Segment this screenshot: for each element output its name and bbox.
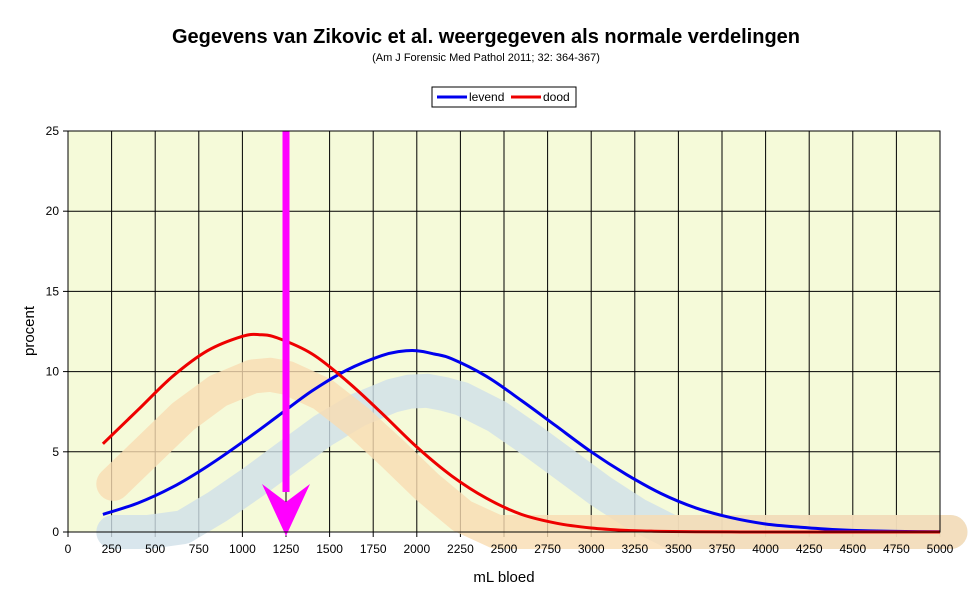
x-tick-label-5000: 5000 bbox=[927, 542, 954, 556]
x-tick-label-3000: 3000 bbox=[578, 542, 605, 556]
x-tick-label-1500: 1500 bbox=[316, 542, 343, 556]
x-tick-label-1250: 1250 bbox=[273, 542, 300, 556]
y-tick-label-0: 0 bbox=[52, 525, 59, 539]
x-tick-label-1750: 1750 bbox=[360, 542, 387, 556]
legend-label-dood: dood bbox=[543, 90, 570, 104]
chart-title: Gegevens van Zikovic et al. weergegeven … bbox=[172, 26, 800, 48]
x-tick-label-500: 500 bbox=[145, 542, 165, 556]
x-tick-labels: 0 250 500 750 1000 1250 1500 1750 2000 2250 2500 27… bbox=[65, 542, 954, 556]
chart-subtitle: (Am J Forensic Med Pathol 2011; 32: 364-… bbox=[372, 52, 600, 64]
x-tick-label-2750: 2750 bbox=[534, 542, 561, 556]
annotation bbox=[262, 131, 310, 536]
x-axis-label: mL bloed bbox=[473, 569, 534, 586]
x-tick-label-4750: 4750 bbox=[883, 542, 910, 556]
series-line-levend bbox=[102, 349, 941, 534]
x-tick-label-750: 750 bbox=[189, 542, 209, 556]
y-tick-label-10: 10 bbox=[46, 365, 60, 379]
annotation-arrow-head bbox=[262, 484, 310, 536]
legend-label-levend: levend bbox=[469, 90, 504, 104]
legend-box bbox=[431, 86, 577, 108]
x-tick-label-3750: 3750 bbox=[709, 542, 736, 556]
x-tick-label-3250: 3250 bbox=[621, 542, 648, 556]
legend: levend dood bbox=[431, 86, 577, 108]
y-tick-labels: 0 5 10 15 20 25 bbox=[46, 124, 60, 539]
y-tick-label-15: 15 bbox=[46, 284, 60, 298]
x-tick-label-0: 0 bbox=[65, 542, 72, 556]
x-tick-label-3500: 3500 bbox=[665, 542, 692, 556]
y-tick-label-5: 5 bbox=[52, 445, 59, 459]
x-tick-label-2000: 2000 bbox=[403, 542, 430, 556]
y-tick-label-25: 25 bbox=[46, 124, 60, 138]
x-tick-label-2250: 2250 bbox=[447, 542, 474, 556]
plot-border bbox=[67, 130, 941, 533]
x-tick-label-4500: 4500 bbox=[839, 542, 866, 556]
y-axis-label: procent bbox=[21, 305, 38, 356]
x-tick-label-4000: 4000 bbox=[752, 542, 779, 556]
y-tick-label-20: 20 bbox=[46, 204, 60, 218]
x-tick-label-1000: 1000 bbox=[229, 542, 256, 556]
x-tick-label-250: 250 bbox=[102, 542, 122, 556]
x-tick-label-4250: 4250 bbox=[796, 542, 823, 556]
x-tick-label-2500: 2500 bbox=[491, 542, 518, 556]
